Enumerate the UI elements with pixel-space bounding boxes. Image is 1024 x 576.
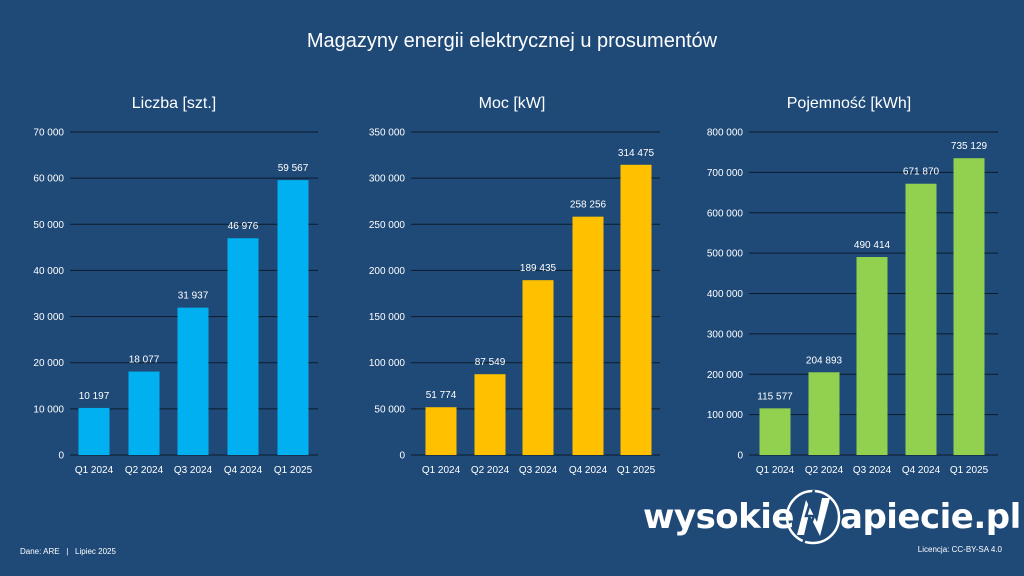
- bar-value-label: 115 577: [757, 391, 793, 402]
- x-tick-label: Q2 2024: [471, 465, 510, 476]
- x-tick-label: Q1 2025: [617, 465, 656, 476]
- y-tick-label: 0: [737, 451, 743, 462]
- logo-text-left: wysokie: [643, 497, 795, 537]
- bar-value-label: 189 435: [520, 263, 557, 274]
- bar-value-label: 87 549: [475, 357, 506, 368]
- bar-value-label: 59 567: [278, 163, 309, 174]
- bar-value-label: 735 129: [951, 141, 988, 152]
- bar: [572, 216, 604, 455]
- main-title: Magazyny energii elektrycznej u prosumen…: [306, 30, 718, 52]
- bar: [177, 307, 209, 455]
- bar-value-label: 10 197: [79, 391, 110, 402]
- chart-title: Moc [kW]: [479, 95, 546, 112]
- x-tick-label: Q1 2025: [950, 465, 989, 476]
- bar-value-label: 18 077: [129, 355, 160, 366]
- y-tick-label: 250 000: [369, 220, 406, 231]
- x-tick-label: Q4 2024: [902, 465, 941, 476]
- y-tick-label: 400 000: [707, 289, 744, 300]
- bar: [856, 256, 888, 455]
- x-tick-label: Q3 2024: [519, 465, 558, 476]
- logo-text-right: apiecie.pl: [840, 497, 1021, 537]
- y-tick-label: 300 000: [369, 174, 406, 185]
- x-tick-label: Q1 2024: [75, 465, 114, 476]
- source-note: Dane: ARE | Lipiec 2025: [20, 547, 116, 556]
- y-tick-label: 0: [399, 451, 405, 462]
- y-tick-label: 100 000: [369, 358, 406, 369]
- bar: [227, 238, 259, 455]
- y-tick-label: 300 000: [707, 329, 744, 340]
- chart-title: Liczba [szt.]: [132, 95, 216, 112]
- y-tick-label: 70 000: [33, 128, 64, 139]
- y-tick-label: 700 000: [707, 168, 744, 179]
- bar: [808, 372, 840, 455]
- x-tick-label: Q1 2024: [422, 465, 461, 476]
- x-tick-label: Q2 2024: [805, 465, 844, 476]
- y-tick-label: 50 000: [33, 220, 64, 231]
- bar-value-label: 204 893: [806, 355, 843, 366]
- bar: [522, 280, 554, 455]
- y-tick-label: 40 000: [33, 266, 64, 277]
- bar: [905, 183, 937, 455]
- bar: [78, 407, 110, 455]
- license-note: Licencja: CC-BY-SA 4.0: [917, 545, 1002, 554]
- y-tick-label: 200 000: [369, 266, 406, 277]
- y-tick-label: 60 000: [33, 174, 64, 185]
- y-tick-label: 600 000: [707, 208, 744, 219]
- bar-value-label: 490 414: [854, 240, 891, 251]
- x-tick-label: Q4 2024: [569, 465, 608, 476]
- x-tick-label: Q1 2025: [274, 465, 313, 476]
- x-tick-label: Q3 2024: [853, 465, 892, 476]
- bar: [128, 371, 160, 455]
- y-tick-label: 0: [58, 451, 64, 462]
- bar: [277, 180, 309, 455]
- bar-value-label: 51 774: [426, 390, 457, 401]
- bar-value-label: 258 256: [570, 200, 607, 211]
- lightning-n-logo-icon: [785, 489, 841, 547]
- y-tick-label: 50 000: [374, 404, 405, 415]
- y-tick-label: 150 000: [369, 312, 406, 323]
- y-tick-label: 100 000: [707, 410, 744, 421]
- bar-value-label: 314 475: [618, 148, 655, 159]
- x-tick-label: Q2 2024: [125, 465, 164, 476]
- bar: [759, 408, 791, 455]
- bar-value-label: 31 937: [178, 291, 209, 302]
- y-tick-label: 30 000: [33, 312, 64, 323]
- x-tick-label: Q3 2024: [174, 465, 213, 476]
- brand-logo: wysokie apiecie.pl: [643, 489, 1021, 547]
- x-tick-label: Q4 2024: [224, 465, 263, 476]
- y-tick-label: 500 000: [707, 249, 744, 260]
- y-tick-label: 200 000: [707, 370, 744, 381]
- y-tick-label: 350 000: [369, 128, 406, 139]
- chart-title: Pojemność [kWh]: [787, 95, 911, 112]
- bar: [474, 374, 506, 455]
- bar: [620, 164, 652, 456]
- x-tick-label: Q1 2024: [756, 465, 795, 476]
- y-tick-label: 20 000: [33, 358, 64, 369]
- y-tick-label: 10 000: [33, 404, 64, 415]
- bar-value-label: 671 870: [903, 167, 940, 178]
- bar: [425, 407, 457, 455]
- y-tick-label: 800 000: [707, 128, 744, 139]
- bar-value-label: 46 976: [228, 221, 259, 232]
- bar: [953, 158, 985, 456]
